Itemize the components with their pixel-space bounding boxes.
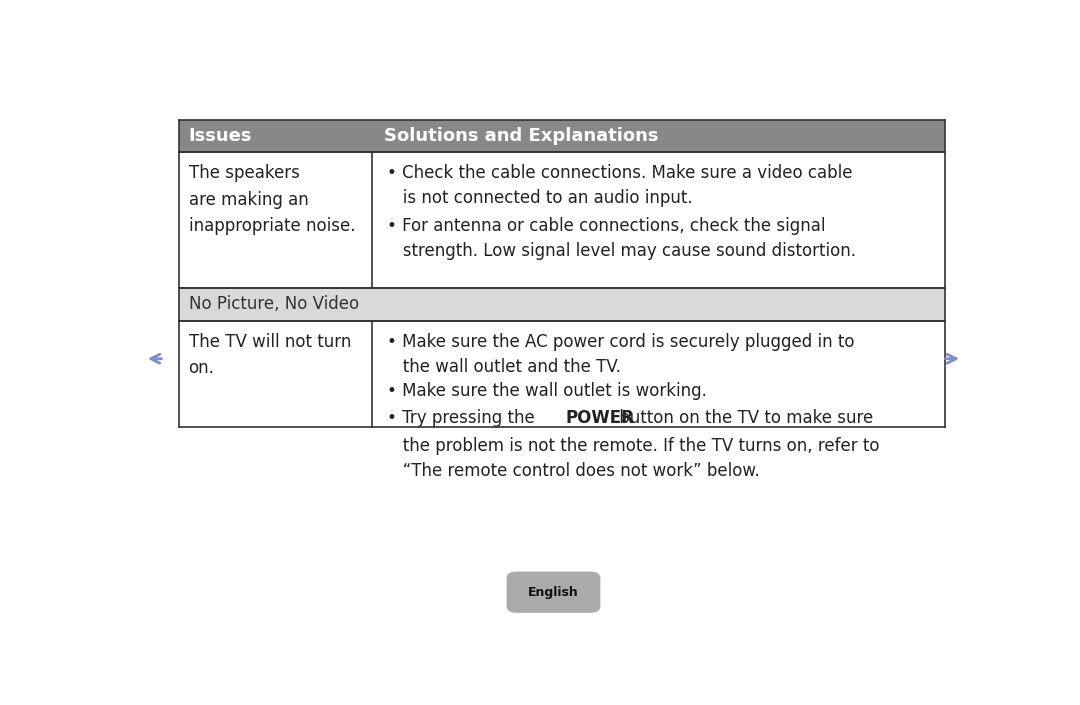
Bar — [178, 152, 945, 288]
Text: button on the TV to make sure: button on the TV to make sure — [613, 409, 873, 427]
Text: Issues: Issues — [189, 127, 252, 145]
Text: • For antenna or cable connections, check the signal
   strength. Low signal lev: • For antenna or cable connections, chec… — [387, 216, 856, 259]
Text: • Make sure the AC power cord is securely plugged in to
   the wall outlet and t: • Make sure the AC power cord is securel… — [387, 333, 854, 376]
Bar — [178, 288, 945, 321]
Text: the problem is not the remote. If the TV turns on, refer to
   “The remote contr: the problem is not the remote. If the TV… — [387, 437, 879, 480]
FancyBboxPatch shape — [507, 572, 600, 613]
Bar — [178, 120, 945, 152]
Text: POWER: POWER — [565, 409, 634, 427]
Text: No Picture, No Video: No Picture, No Video — [189, 295, 359, 314]
Text: English: English — [528, 586, 579, 599]
Text: Solutions and Explanations: Solutions and Explanations — [384, 127, 659, 145]
Text: The speakers
are making an
inappropriate noise.: The speakers are making an inappropriate… — [189, 164, 355, 235]
Bar — [178, 321, 945, 427]
Text: • Check the cable connections. Make sure a video cable
   is not connected to an: • Check the cable connections. Make sure… — [387, 164, 852, 207]
Text: The TV will not turn
on.: The TV will not turn on. — [189, 333, 351, 377]
Text: • Make sure the wall outlet is working.: • Make sure the wall outlet is working. — [387, 381, 706, 400]
Text: • Try pressing the: • Try pressing the — [387, 409, 540, 427]
